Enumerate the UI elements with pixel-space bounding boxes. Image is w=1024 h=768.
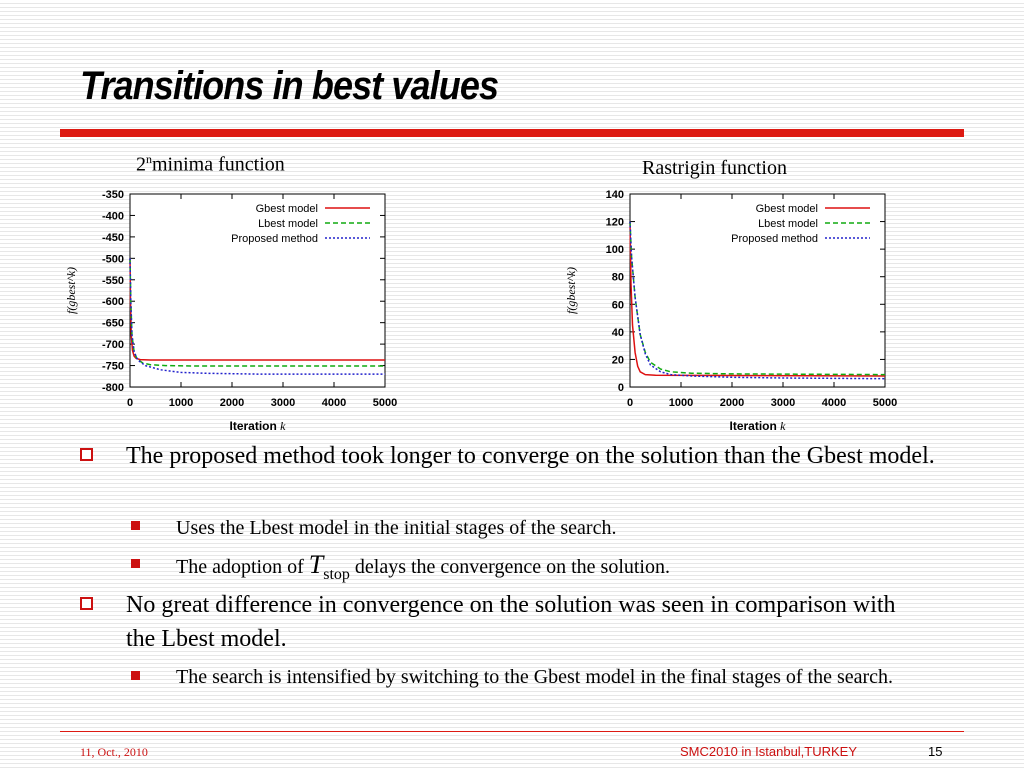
bullet-1-2-text-after: delays the convergence on the solution. — [354, 556, 670, 578]
y-tick-label: 0 — [618, 382, 624, 394]
y-tick-label: 140 — [606, 189, 624, 201]
y-tick-label: 40 — [612, 327, 624, 339]
x-axis-label: Iteration k — [730, 419, 787, 433]
bullet-square-icon — [131, 671, 140, 680]
bullet-1: The proposed method took longer to conve… — [126, 443, 935, 469]
footer-conference: SMC2010 in Istanbul,TURKEY — [680, 744, 858, 759]
chart2-title: Rastrigin function — [642, 157, 787, 179]
x-axis-label-text: Iteration — [730, 419, 781, 433]
y-tick-label: 100 — [606, 244, 624, 256]
chart1-title: 2nminima function — [136, 152, 285, 177]
plot-frame — [129, 193, 386, 388]
tstop-symbol: Tstop — [308, 550, 350, 583]
page-number: 15 — [928, 744, 943, 759]
series-line-lbest-model — [629, 221, 886, 376]
y-tick-label: -450 — [102, 232, 124, 244]
footer-date: 11, Oct., 2010 — [80, 745, 148, 759]
y-axis-label: f(gbest^k) — [64, 267, 78, 314]
y-tick-label: 80 — [612, 272, 624, 284]
y-tick-label: -700 — [102, 339, 124, 351]
slide-title: Transitions in best values — [80, 64, 499, 108]
x-tick-label: 1000 — [669, 397, 693, 409]
x-tick-label: 0 — [127, 397, 133, 409]
legend-label: Gbest model — [756, 203, 818, 215]
x-tick-label: 5000 — [373, 397, 397, 409]
plot-frame — [629, 193, 886, 388]
y-tick-label: -500 — [102, 253, 124, 265]
x-tick-label: 5000 — [873, 397, 897, 409]
bullet-square-icon — [131, 559, 140, 568]
y-tick-label: -800 — [102, 382, 124, 394]
bullet-square-icon — [131, 521, 140, 530]
y-tick-label: -400 — [102, 210, 124, 222]
y-axis-label: f(gbest^k) — [564, 267, 578, 314]
x-tick-label: 1000 — [169, 397, 193, 409]
x-tick-label: 3000 — [771, 397, 795, 409]
legend-label: Gbest model — [256, 203, 318, 215]
y-tick-label: 60 — [612, 299, 624, 311]
tstop-symbol-subscript: stop — [323, 566, 350, 584]
y-tick-label: -350 — [102, 189, 124, 201]
x-axis-label-text: Iteration — [230, 419, 281, 433]
bullet-2-1: The search is intensified by switching t… — [176, 666, 894, 688]
x-tick-label: 2000 — [720, 397, 744, 409]
x-tick-label: 2000 — [220, 397, 244, 409]
bullet-box-icon — [80, 597, 93, 610]
y-tick-label: 20 — [612, 354, 624, 366]
y-tick-label: -550 — [102, 275, 124, 287]
x-tick-label: 4000 — [822, 397, 846, 409]
legend-label: Lbest model — [758, 218, 818, 230]
legend-label: Lbest model — [258, 218, 318, 230]
y-tick-label: -750 — [102, 361, 124, 373]
chart1-title-rest: minima function — [152, 153, 285, 176]
y-tick-label: 120 — [606, 217, 624, 229]
bullet-2: No great difference in convergence on th… — [126, 592, 896, 652]
title-underline — [60, 129, 964, 137]
bullet-1-1: Uses the Lbest model in the initial stag… — [176, 517, 617, 539]
x-axis-label-var: k — [280, 419, 286, 433]
series-line-proposed-method — [629, 221, 886, 380]
series-line-proposed-method — [129, 258, 385, 375]
x-axis-label: Iteration k — [230, 419, 287, 433]
legend-label: Proposed method — [231, 233, 318, 245]
bullet-1-2: The adoption of Tstop delays the converg… — [176, 550, 936, 590]
tstop-symbol-letter: T — [308, 550, 324, 579]
x-axis-label-var: k — [780, 419, 786, 433]
series-line-gbest-model — [129, 258, 385, 361]
y-tick-label: -650 — [102, 318, 124, 330]
footer-divider — [60, 731, 964, 732]
y-tick-label: -600 — [102, 296, 124, 308]
bullet-box-icon — [80, 448, 93, 461]
series-line-gbest-model — [629, 221, 886, 377]
bullet-1-2-text-before: The adoption of — [176, 556, 304, 578]
chart1-title-base: 2 — [136, 153, 146, 176]
chart1-title-superscript: n — [146, 152, 152, 166]
x-tick-label: 0 — [627, 397, 633, 409]
x-tick-label: 3000 — [271, 397, 295, 409]
legend-label: Proposed method — [731, 233, 818, 245]
x-tick-label: 4000 — [322, 397, 346, 409]
chart-2n-minima: -350 -400 -450 -500 -550 -600 -650 -700 -750 -800… — [64, 189, 397, 433]
